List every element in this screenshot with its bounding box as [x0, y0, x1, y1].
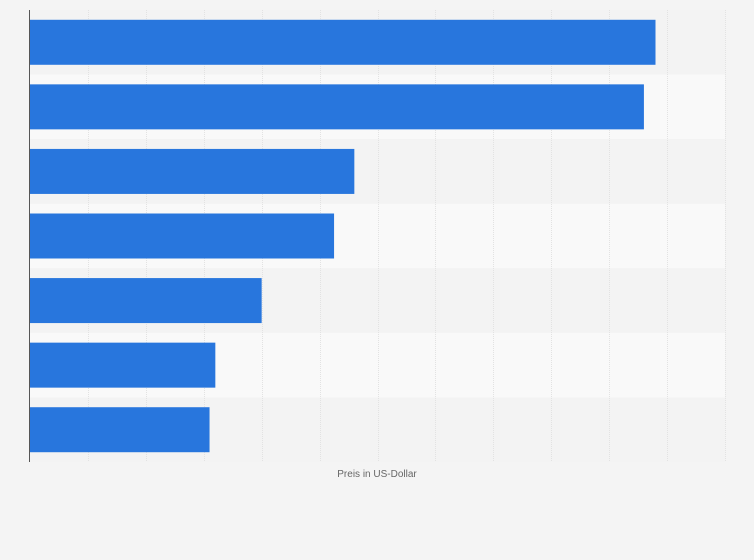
bar — [30, 19, 656, 65]
bar — [30, 407, 210, 453]
bar — [30, 278, 262, 324]
x-axis-title: Preis in US-Dollar — [337, 469, 417, 480]
bar — [30, 213, 335, 259]
bar — [30, 148, 355, 194]
bar — [30, 84, 644, 130]
bar — [30, 342, 216, 388]
